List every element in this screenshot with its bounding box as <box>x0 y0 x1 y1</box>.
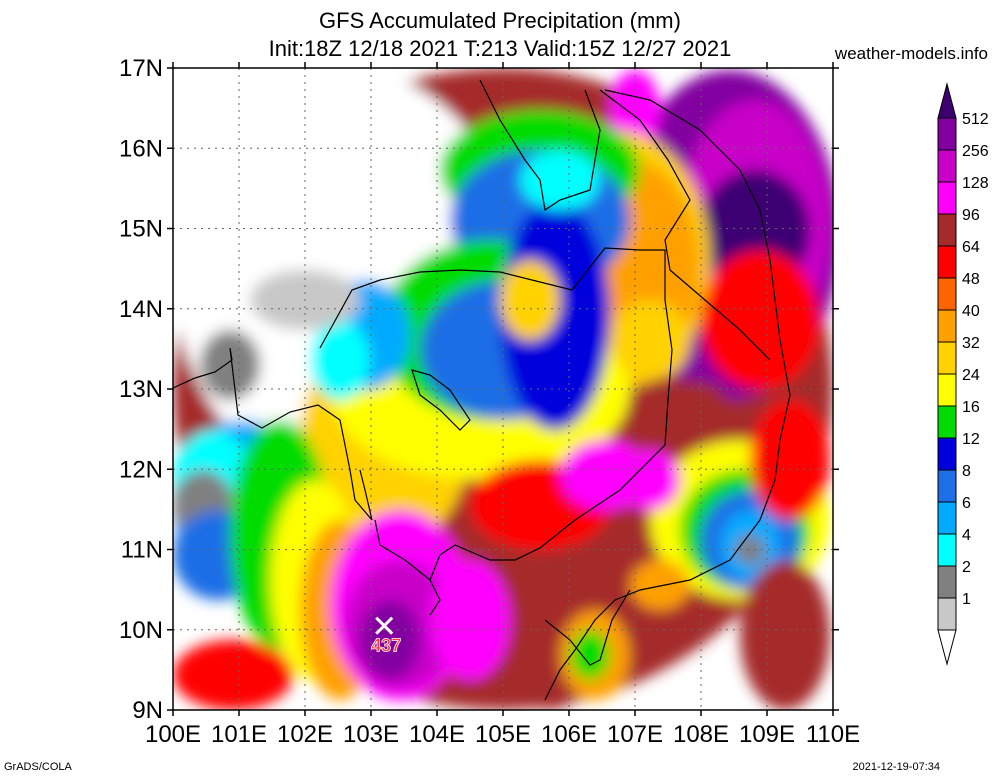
colorbar-level-label: 12 <box>962 431 980 448</box>
colorbar-segment <box>937 469 957 503</box>
colorbar-level-label: 32 <box>962 335 980 352</box>
colorbar-segment <box>937 373 957 407</box>
chart-subtitle: Init:18Z 12/18 2021 T:213 Valid:15Z 12/2… <box>268 36 732 61</box>
cambodia-border <box>319 247 673 581</box>
colorbar-segment <box>937 309 957 343</box>
max-marker-cross-icon <box>375 616 394 635</box>
colorbar-segment <box>937 437 957 471</box>
colorbar-level-label: 6 <box>962 495 971 512</box>
laos-vietnam-border <box>599 89 771 361</box>
lat-label: 11N <box>121 537 163 564</box>
precip-cell <box>570 630 610 680</box>
lat-label: 17N <box>119 55 163 82</box>
colorbar-level-label: 96 <box>962 207 980 224</box>
colorbar <box>937 82 957 666</box>
lat-label: 16N <box>119 135 163 162</box>
lon-label: 110E <box>806 721 860 748</box>
lon-label: 100E <box>145 721 201 748</box>
precip-cell <box>520 150 600 210</box>
colorbar-level-label: 40 <box>962 303 980 320</box>
colorbar-level-label: 8 <box>962 463 971 480</box>
cross-stroke <box>375 616 394 635</box>
software-credit: GrADS/COLA <box>4 761 72 773</box>
colorbar-level-label: 2 <box>962 559 971 576</box>
colorbar-level-label: 48 <box>962 271 980 288</box>
max-precip-marker: 437 <box>371 616 402 656</box>
precip-cell <box>735 535 765 565</box>
site-credit: weather-models.info <box>834 44 988 63</box>
lat-label: 12N <box>119 456 163 483</box>
latitude-labels: 17N 16N 15N 14N 13N 12N 11N 10N 9N <box>119 55 163 724</box>
colorbar-level-label: 512 <box>962 111 989 128</box>
lat-label: 10N <box>119 617 163 644</box>
colorbar-segment <box>937 341 957 375</box>
lon-label: 103E <box>343 721 399 748</box>
precip-cell <box>360 600 420 680</box>
colorbar-segment <box>937 597 957 631</box>
colorbar-segment <box>937 213 957 247</box>
precip-cell <box>500 260 560 340</box>
precip-cell <box>650 380 730 440</box>
lat-label: 15N <box>119 216 163 243</box>
precip-cell <box>310 320 370 400</box>
precip-cell <box>630 560 690 610</box>
lat-label: 14N <box>119 296 163 323</box>
lon-label: 101E <box>211 721 267 748</box>
precip-cell <box>700 250 820 390</box>
precip-cell <box>200 330 260 400</box>
country-borders <box>172 79 791 701</box>
vietnam-coast <box>544 89 791 701</box>
render-timestamp: 2021-12-19-07:34 <box>852 761 940 773</box>
graticule <box>173 68 833 710</box>
axis-ticks <box>167 62 839 716</box>
mekong-delta-coast <box>544 589 631 666</box>
thai-laos-border <box>479 79 601 212</box>
precip-field <box>173 68 833 710</box>
precip-cell <box>610 300 690 380</box>
precip-cell <box>430 560 510 680</box>
coastline-border <box>172 347 373 521</box>
colorbar-bottom-arrow <box>937 629 957 666</box>
gulf-coast <box>374 519 441 616</box>
lat-label: 13N <box>119 376 163 403</box>
colorbar-level-label: 16 <box>962 399 980 416</box>
colorbar-level-label: 128 <box>962 175 989 192</box>
lat-label: 9N <box>132 697 163 724</box>
precip-cell <box>560 440 650 510</box>
colorbar-segment <box>937 565 957 599</box>
colorbar-level-label: 24 <box>962 367 980 384</box>
longitude-labels: 100E 101E 102E 103E 104E 105E 106E 107E 108E 109E… <box>145 721 860 748</box>
colorbar-top-arrow <box>937 82 957 119</box>
tonle-sap-outline <box>411 369 471 431</box>
lon-label: 108E <box>673 721 729 748</box>
colorbar-segment <box>937 501 957 535</box>
lon-label: 106E <box>541 721 597 748</box>
precip-cell <box>750 400 830 520</box>
colorbar-segment <box>937 117 957 151</box>
colorbar-level-label: 256 <box>962 143 989 160</box>
colorbar-segment <box>937 149 957 183</box>
lon-label: 109E <box>739 721 795 748</box>
lon-label: 107E <box>607 721 663 748</box>
precip-cell <box>740 560 830 710</box>
colorbar-level-label: 4 <box>962 527 971 544</box>
colorbar-segment <box>937 181 957 215</box>
colorbar-segment <box>937 533 957 567</box>
lon-label: 105E <box>475 721 531 748</box>
lon-label: 104E <box>409 721 465 748</box>
chart-title: GFS Accumulated Precipitation (mm) <box>319 8 681 33</box>
lon-label: 102E <box>277 721 333 748</box>
colorbar-segment <box>937 277 957 311</box>
max-precip-value: 437 <box>371 636 401 656</box>
colorbar-segment <box>937 405 957 439</box>
colorbar-segment <box>937 245 957 279</box>
precip-cell <box>173 640 293 710</box>
colorbar-level-label: 1 <box>962 591 971 608</box>
colorbar-level-label: 64 <box>962 239 980 256</box>
